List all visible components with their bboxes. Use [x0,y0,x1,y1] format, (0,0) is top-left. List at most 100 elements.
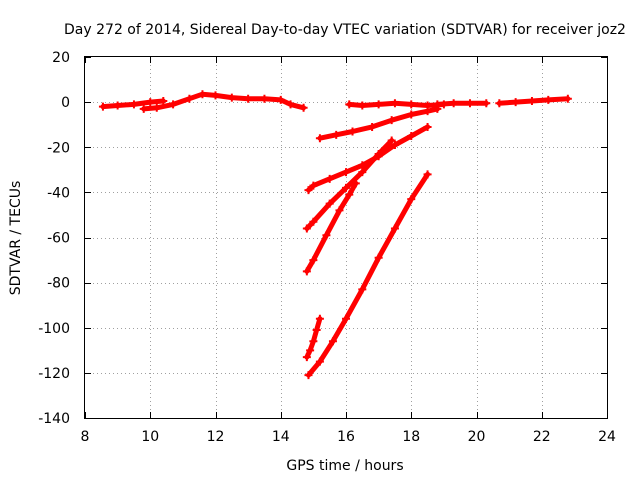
data-point [309,181,318,190]
x-tick-label: 14 [272,429,290,445]
data-point [309,337,318,346]
data-point [407,110,416,119]
data-point [198,90,207,99]
x-tick-label: 10 [141,429,159,445]
data-point [152,103,161,112]
y-tick-label: -20 [47,140,70,156]
data-point [358,285,367,294]
series-arc-1 [98,96,168,111]
data-point [511,98,520,107]
data-point [449,99,458,108]
y-tick-label: -100 [38,321,70,337]
y-tick-label: 0 [61,95,70,111]
data-point [342,168,350,177]
y-tick-label: -120 [38,366,70,382]
data-point [348,127,357,136]
data-point [374,100,383,109]
y-tick-label: -140 [38,411,70,427]
data-point [139,104,148,113]
y-axis-title: SDTVAR / TECUs [8,181,24,296]
data-point [98,102,107,111]
y-tick-label: -40 [47,185,70,201]
series-line [304,180,359,274]
data-point [332,130,341,139]
data-point [129,100,138,109]
data-point [302,224,311,233]
data-series [98,90,572,380]
data-point [527,96,536,105]
data-point [159,96,168,105]
data-point [312,326,321,335]
y-tick-label: -60 [47,231,70,247]
data-point [390,140,399,149]
plot-frame [84,56,608,419]
data-point [407,131,416,140]
data-point [169,100,178,109]
x-axis-title: GPS time / hours [286,458,403,474]
data-point [358,101,367,110]
data-point [315,357,324,366]
series-arc-8 [302,136,396,233]
x-tick-label: 18 [402,429,420,445]
data-point [407,195,416,204]
data-point [309,256,318,265]
chart-title: Day 272 of 2014, Sidereal Day-to-day VTE… [64,22,626,38]
data-point [423,122,432,131]
data-point [482,99,491,108]
data-point [407,100,416,109]
data-point [390,224,399,233]
series-arc-11 [304,170,432,380]
data-point [260,94,269,103]
data-point [302,267,311,276]
data-point [544,95,553,104]
axis-ticks: 8 10 12 14 16 18 20 22 24 -140 -120 -100 -80 -60 -40 -2… [38,50,616,445]
data-point [302,353,311,362]
data-point [304,371,313,380]
x-tick-label: 24 [598,429,616,445]
data-point [185,94,194,103]
data-point [286,100,295,109]
data-point [563,94,572,103]
series-arc-5 [495,94,572,108]
x-tick-label: 12 [207,429,225,445]
y-tick-label: 20 [52,50,70,66]
x-tick-label: 16 [337,429,355,445]
data-point [368,122,377,131]
data-point [244,94,253,103]
data-point [342,314,350,323]
data-point [387,136,396,145]
x-tick-label: 20 [468,429,486,445]
data-point [304,186,313,195]
series-arc-10 [302,314,324,362]
data-point [345,100,354,109]
data-point [342,183,350,192]
data-point [315,314,324,323]
data-point [325,199,334,208]
data-point [211,91,220,100]
data-point [325,174,334,183]
data-point [358,161,367,170]
data-point [390,99,399,108]
data-point [113,101,122,110]
data-point [322,231,331,240]
data-point [423,170,432,179]
data-point [299,103,308,112]
data-point [306,346,315,355]
data-point [387,116,396,125]
series-line [434,100,489,107]
data-point [315,134,324,143]
gridlines [85,57,607,418]
data-point [433,104,442,113]
x-tick-label: 8 [81,429,90,445]
data-point [309,217,318,226]
series-arc-9 [302,179,360,276]
data-point [423,107,432,116]
data-point [351,179,360,188]
data-point [358,168,367,177]
data-point [495,99,504,108]
data-point [345,190,354,199]
y-tick-label: -80 [47,276,70,292]
data-point [335,206,344,215]
